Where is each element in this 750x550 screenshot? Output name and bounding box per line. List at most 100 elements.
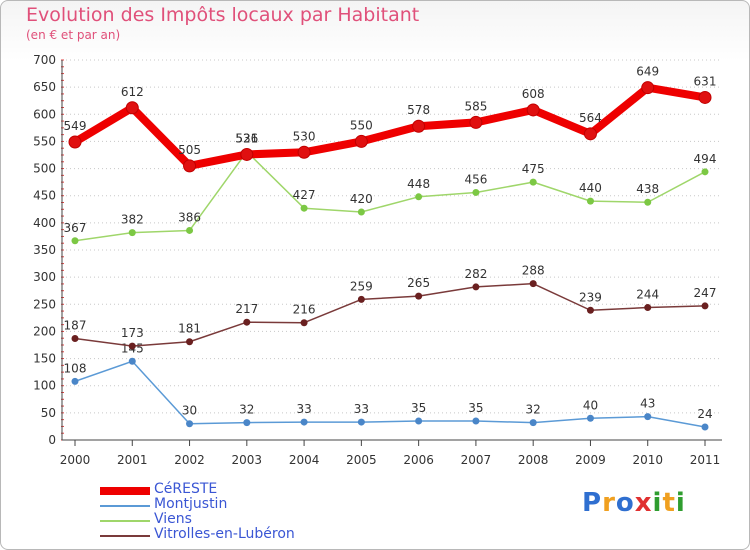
- data-point: [300, 204, 308, 212]
- legend-label: Vitrolles-en-Lubéron: [154, 526, 295, 542]
- data-point: [529, 419, 537, 427]
- data-point: [586, 414, 594, 422]
- data-label: 288: [522, 264, 545, 278]
- y-tick-label: 150: [33, 352, 56, 366]
- series-vitrolles-en-luberon: 187 173 181 217 216 259 265 282 288 239 244 247: [64, 264, 716, 350]
- y-tick-label: 500: [33, 162, 56, 176]
- data-label: 475: [522, 162, 545, 176]
- series-montjustin: 10814530323333353532404324: [64, 341, 713, 431]
- data-point: [71, 334, 79, 342]
- data-point: [415, 292, 423, 300]
- proxiti-logo: Proxiti: [582, 488, 686, 518]
- data-label: 33: [296, 402, 311, 416]
- data-label: 494: [694, 152, 717, 166]
- data-point: [583, 127, 597, 141]
- data-point: [128, 229, 136, 237]
- data-label: 448: [407, 177, 430, 191]
- data-point: [297, 145, 311, 159]
- data-point: [701, 423, 709, 431]
- data-point: [240, 147, 254, 161]
- data-label: 585: [464, 99, 487, 113]
- legend-item: Montjustin: [100, 496, 400, 514]
- data-point: [415, 417, 423, 425]
- logo-letter: i: [675, 488, 686, 518]
- data-point: [243, 419, 251, 427]
- x-tick-label: 2001: [117, 453, 148, 467]
- y-tick-label: 400: [33, 216, 56, 230]
- data-label: 244: [636, 288, 659, 302]
- series-line: [74, 282, 706, 347]
- x-tick-label: 2010: [632, 453, 663, 467]
- y-tick-label: 550: [33, 134, 56, 148]
- data-label: 631: [694, 74, 717, 88]
- data-label: 420: [350, 192, 373, 206]
- data-label: 530: [293, 129, 316, 143]
- y-tick-label: 50: [41, 406, 56, 420]
- data-label: 33: [354, 402, 369, 416]
- data-point: [415, 193, 423, 201]
- logo-letter: o: [615, 488, 635, 518]
- y-tick-label: 300: [33, 270, 56, 284]
- data-point: [701, 302, 709, 310]
- x-tick-label: 2009: [575, 453, 606, 467]
- data-point: [183, 159, 197, 173]
- y-tick-label: 600: [33, 107, 56, 121]
- data-point: [472, 417, 480, 425]
- chart-legend: CéRESTE Montjustin Viens Vitrolles-en-Lubér…: [100, 481, 400, 544]
- data-label: 608: [522, 87, 545, 101]
- x-tick-label: 2003: [232, 453, 263, 467]
- series-line: [74, 360, 706, 428]
- legend-swatch: [100, 487, 150, 495]
- data-label: 239: [579, 290, 602, 304]
- data-label: 531: [235, 132, 258, 146]
- data-point: [300, 418, 308, 426]
- data-label: 282: [464, 267, 487, 281]
- data-label: 35: [468, 401, 483, 415]
- data-point: [526, 103, 540, 117]
- data-point: [644, 198, 652, 206]
- data-label: 564: [579, 111, 602, 125]
- x-tick-label: 2004: [289, 453, 320, 467]
- data-label: 35: [411, 401, 426, 415]
- data-label: 216: [293, 303, 316, 317]
- data-point: [644, 304, 652, 312]
- y-tick-label: 0: [48, 433, 56, 447]
- data-label: 217: [235, 302, 258, 316]
- legend-label: Montjustin: [154, 496, 228, 512]
- legend-label: CéRESTE: [154, 481, 218, 497]
- chart-title: Evolution des Impôts locaux par Habitant: [26, 4, 420, 26]
- data-label: 187: [64, 318, 87, 332]
- x-tick-label: 2008: [518, 453, 549, 467]
- data-label: 382: [121, 213, 144, 227]
- data-point: [186, 420, 194, 428]
- data-point: [300, 319, 308, 327]
- data-point: [701, 168, 709, 176]
- logo-letter: r: [602, 488, 616, 518]
- data-point: [472, 188, 480, 196]
- data-label: 578: [407, 103, 430, 117]
- series-viens: 367 382 386 531 427 420 448 456 475 440 438 494: [64, 132, 717, 245]
- series-line: [74, 150, 706, 242]
- y-tick-label: 250: [33, 297, 56, 311]
- legend-item: Viens: [100, 511, 400, 529]
- data-point: [469, 115, 483, 129]
- data-label: 259: [350, 279, 373, 293]
- series-line: [71, 83, 709, 170]
- legend-label: Viens: [154, 511, 192, 527]
- legend-swatch: [100, 535, 150, 537]
- data-point: [357, 418, 365, 426]
- x-tick-label: 2011: [690, 453, 721, 467]
- data-label: 612: [121, 85, 144, 99]
- data-point: [529, 178, 537, 186]
- data-label: 40: [583, 398, 598, 412]
- data-label: 265: [407, 276, 430, 290]
- y-tick-label: 100: [33, 379, 56, 393]
- data-point: [68, 135, 82, 149]
- data-point: [357, 208, 365, 216]
- legend-swatch: [100, 520, 150, 522]
- logo-letter: t: [662, 488, 676, 518]
- data-point: [125, 101, 139, 115]
- data-label: 32: [239, 403, 254, 417]
- data-label: 108: [64, 361, 87, 375]
